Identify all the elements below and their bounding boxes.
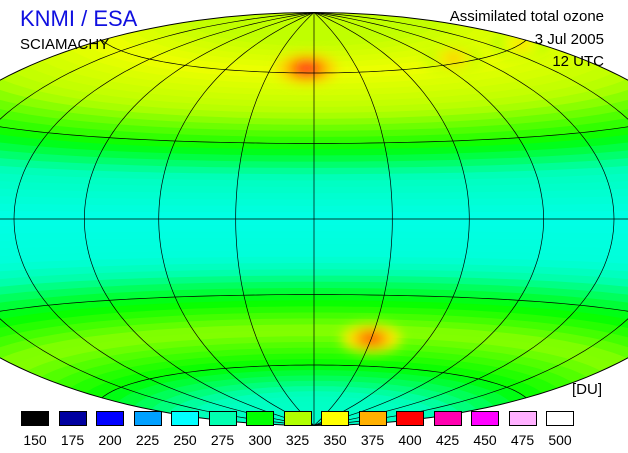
legend-swatch-375 xyxy=(358,411,387,426)
legend-swatch-175 xyxy=(58,411,87,426)
parallel-line xyxy=(101,364,527,399)
graticule xyxy=(0,12,628,426)
legend-swatch-225 xyxy=(133,411,162,426)
legend-label-500: 500 xyxy=(548,432,572,448)
instrument-name: SCIAMACHY xyxy=(20,36,110,53)
legend-label-350: 350 xyxy=(323,432,347,448)
globe-outline xyxy=(0,11,628,427)
legend-swatch-200 xyxy=(96,411,124,426)
ozone-maximum xyxy=(298,63,315,74)
legend-swatch-425 xyxy=(433,411,462,426)
legend-swatch-475 xyxy=(508,411,537,426)
parallel-line xyxy=(0,294,628,312)
ozone-maximum xyxy=(445,53,462,64)
date-label: 3 Jul 2005 xyxy=(534,31,604,48)
color-legend: 150 175 200 225 250 275 300 325 350 375 400 425 450 4… xyxy=(0,407,628,453)
legend-swatch-450 xyxy=(471,411,499,426)
legend-swatch-500 xyxy=(546,411,574,426)
legend-swatch-350 xyxy=(321,411,349,426)
legend-swatch-400 xyxy=(396,411,424,426)
time-label: 12 UTC xyxy=(552,53,604,70)
legend-label-150: 150 xyxy=(23,432,47,448)
legend-label-400: 400 xyxy=(398,432,422,448)
legend-label-325: 325 xyxy=(285,432,310,448)
organization-title: KNMI / ESA xyxy=(20,6,138,31)
parallel-line xyxy=(0,126,628,144)
legend-label-450: 450 xyxy=(473,432,497,448)
legend-label-275: 275 xyxy=(210,432,235,448)
legend-label-425: 425 xyxy=(435,432,460,448)
product-title: Assimilated total ozone xyxy=(449,8,604,25)
legend-swatch-300 xyxy=(246,411,274,426)
legend-label-250: 250 xyxy=(173,432,197,448)
legend-label-300: 300 xyxy=(248,432,272,448)
legend-label-375: 375 xyxy=(360,432,385,448)
legend-label-225: 225 xyxy=(135,432,160,448)
legend-label-475: 475 xyxy=(510,432,535,448)
legend-label-200: 200 xyxy=(98,432,122,448)
unit-label: [DU] xyxy=(572,381,602,398)
legend-swatch-325 xyxy=(283,411,312,426)
parallel-line xyxy=(101,39,527,74)
legend-label-175: 175 xyxy=(60,432,85,448)
legend-swatch-150 xyxy=(21,411,49,426)
legend-swatch-250 xyxy=(171,411,199,426)
legend-swatch-275 xyxy=(208,411,237,426)
